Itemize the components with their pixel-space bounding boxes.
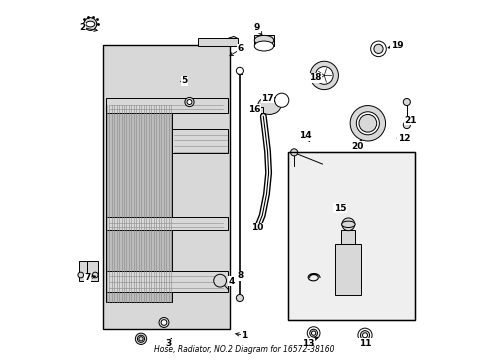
- Text: 8: 8: [237, 271, 244, 280]
- Text: 17: 17: [261, 94, 273, 103]
- Text: 15: 15: [333, 204, 346, 213]
- Bar: [249, 107, 263, 113]
- Ellipse shape: [257, 97, 280, 114]
- Circle shape: [137, 335, 144, 342]
- Circle shape: [309, 329, 317, 337]
- Ellipse shape: [349, 105, 385, 141]
- Text: 14: 14: [299, 131, 311, 140]
- Circle shape: [306, 327, 319, 339]
- Text: 3: 3: [165, 339, 171, 348]
- Text: 10: 10: [250, 223, 263, 232]
- Text: 7: 7: [84, 273, 91, 282]
- Bar: [287, 152, 414, 320]
- Text: 19: 19: [390, 41, 403, 50]
- Bar: [334, 244, 361, 295]
- Circle shape: [84, 18, 97, 31]
- Circle shape: [135, 333, 146, 345]
- Ellipse shape: [86, 21, 95, 27]
- Text: 13: 13: [302, 338, 314, 347]
- Text: 11: 11: [358, 338, 370, 347]
- Circle shape: [236, 67, 243, 75]
- Bar: [341, 230, 355, 244]
- Text: 5: 5: [181, 76, 187, 85]
- Text: 18: 18: [308, 73, 321, 82]
- Bar: [79, 261, 98, 281]
- Circle shape: [92, 272, 98, 278]
- Bar: [287, 152, 414, 320]
- Circle shape: [341, 218, 354, 231]
- Polygon shape: [223, 36, 237, 44]
- Text: 9: 9: [253, 23, 260, 32]
- Circle shape: [159, 318, 168, 328]
- Circle shape: [161, 320, 166, 325]
- Circle shape: [362, 333, 367, 338]
- Bar: [105, 104, 172, 302]
- Circle shape: [139, 337, 143, 341]
- Text: 12: 12: [397, 134, 409, 143]
- Circle shape: [186, 100, 192, 104]
- Text: 20: 20: [351, 142, 364, 151]
- Text: 6: 6: [237, 44, 244, 53]
- Ellipse shape: [254, 35, 273, 45]
- Ellipse shape: [356, 112, 379, 135]
- Bar: [105, 271, 227, 292]
- Text: 2: 2: [79, 23, 85, 32]
- Text: 1: 1: [241, 331, 247, 340]
- Circle shape: [290, 149, 297, 156]
- Circle shape: [184, 98, 194, 107]
- Circle shape: [78, 272, 83, 278]
- Bar: [105, 98, 227, 113]
- Bar: [254, 35, 273, 46]
- Ellipse shape: [254, 41, 273, 51]
- Circle shape: [360, 330, 369, 340]
- Circle shape: [358, 114, 376, 132]
- Circle shape: [357, 328, 371, 342]
- Circle shape: [311, 331, 315, 335]
- Ellipse shape: [341, 221, 354, 228]
- Text: 4: 4: [228, 276, 235, 285]
- Ellipse shape: [309, 61, 338, 90]
- Text: 21: 21: [403, 116, 416, 125]
- Bar: [172, 129, 227, 153]
- Circle shape: [236, 294, 243, 302]
- Circle shape: [373, 44, 382, 54]
- Text: Hose, Radiator, NO.2 Diagram for 16572-38160: Hose, Radiator, NO.2 Diagram for 16572-3…: [154, 345, 334, 354]
- Circle shape: [370, 41, 386, 57]
- Ellipse shape: [315, 67, 332, 84]
- Circle shape: [403, 99, 409, 105]
- Bar: [105, 217, 227, 230]
- Circle shape: [403, 122, 409, 129]
- Bar: [102, 45, 230, 329]
- Ellipse shape: [254, 226, 262, 231]
- Circle shape: [274, 93, 288, 107]
- Bar: [197, 38, 238, 46]
- Text: 16: 16: [247, 105, 260, 114]
- Circle shape: [213, 274, 226, 287]
- Ellipse shape: [83, 20, 97, 28]
